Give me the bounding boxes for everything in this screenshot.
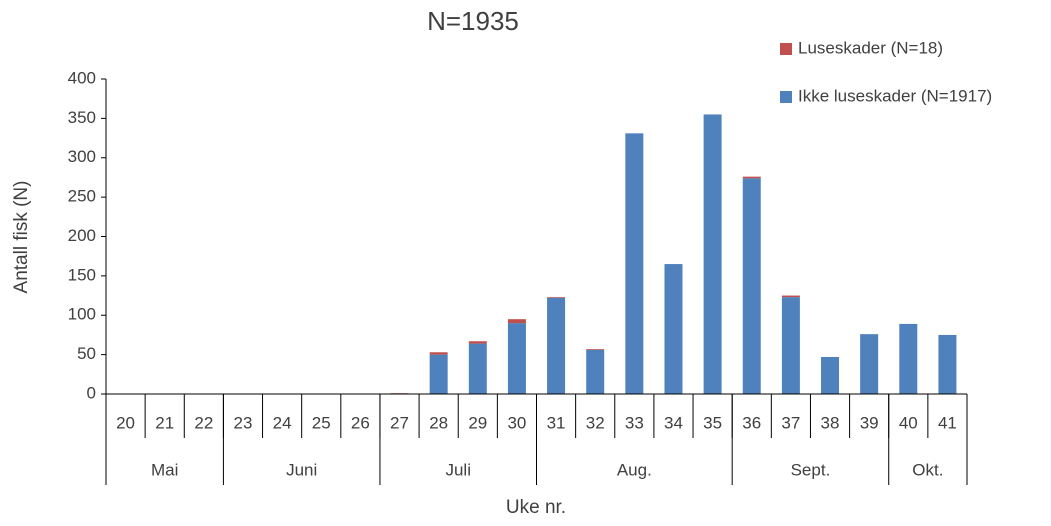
bar xyxy=(821,356,840,394)
bar xyxy=(781,295,800,298)
x-tick-label: 26 xyxy=(351,413,370,432)
group-label: Mai xyxy=(151,460,178,479)
x-tick-label: 40 xyxy=(899,413,918,432)
y-tick-label: 350 xyxy=(68,108,96,127)
group-label: Juli xyxy=(445,460,471,479)
bar xyxy=(586,349,605,394)
x-tick-label: 29 xyxy=(468,413,487,432)
x-tick-label: 30 xyxy=(507,413,526,432)
x-tick-label: 20 xyxy=(116,413,135,432)
bar xyxy=(507,319,526,324)
x-tick-label: 38 xyxy=(821,413,840,432)
bar xyxy=(899,323,918,394)
x-tick-label: 32 xyxy=(586,413,605,432)
group-label: Okt. xyxy=(912,460,943,479)
y-tick-label: 150 xyxy=(68,265,96,284)
y-tick-label: 50 xyxy=(77,344,96,363)
x-tick-label: 33 xyxy=(625,413,644,432)
x-tick-label: 24 xyxy=(273,413,292,432)
legend-label: Ikke luseskader (N=1917) xyxy=(798,86,992,105)
x-tick-label: 22 xyxy=(194,413,213,432)
bar xyxy=(429,354,448,394)
bar xyxy=(742,178,761,394)
y-tick-label: 0 xyxy=(87,383,96,402)
legend-swatch xyxy=(780,91,792,103)
bar xyxy=(860,334,879,394)
bar xyxy=(625,133,644,394)
bar xyxy=(703,114,722,394)
x-tick-label: 28 xyxy=(429,413,448,432)
x-tick-label: 37 xyxy=(781,413,800,432)
group-label: Juni xyxy=(286,460,317,479)
chart-title: N=1935 xyxy=(427,6,519,36)
x-tick-label: 21 xyxy=(155,413,174,432)
x-tick-label: 41 xyxy=(938,413,957,432)
y-tick-label: 100 xyxy=(68,305,96,324)
bar xyxy=(938,334,957,394)
y-tick-label: 400 xyxy=(68,68,96,87)
x-tick-label: 25 xyxy=(312,413,331,432)
bar xyxy=(664,264,683,394)
bar xyxy=(507,323,526,394)
bar xyxy=(586,349,605,350)
x-tick-label: 31 xyxy=(547,413,566,432)
x-tick-label: 36 xyxy=(742,413,761,432)
bar xyxy=(547,297,566,298)
x-tick-label: 39 xyxy=(860,413,879,432)
x-tick-label: 23 xyxy=(234,413,253,432)
bar xyxy=(547,297,566,394)
bar xyxy=(429,352,448,355)
x-tick-label: 27 xyxy=(390,413,409,432)
bar xyxy=(781,297,800,394)
y-axis-label: Antall fisk (N) xyxy=(11,181,32,294)
y-tick-label: 200 xyxy=(68,226,96,245)
legend-label: Luseskader (N=18) xyxy=(798,38,943,57)
bar xyxy=(468,341,487,344)
bar xyxy=(468,343,487,394)
group-label: Sept. xyxy=(791,460,831,479)
x-tick-label: 35 xyxy=(703,413,722,432)
y-tick-label: 300 xyxy=(68,147,96,166)
y-tick-label: 250 xyxy=(68,187,96,206)
group-label: Aug. xyxy=(617,460,652,479)
legend-swatch xyxy=(780,43,792,55)
bar xyxy=(742,176,761,179)
x-tick-label: 34 xyxy=(664,413,683,432)
x-axis-label: Uke nr. xyxy=(506,497,566,518)
